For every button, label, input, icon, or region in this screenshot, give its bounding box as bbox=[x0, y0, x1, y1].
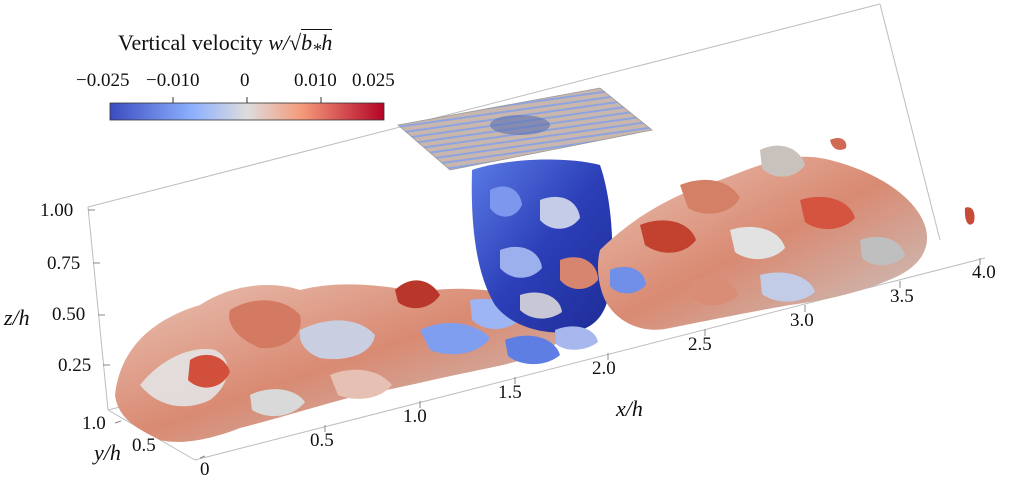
x-tick-label: 3.0 bbox=[790, 310, 814, 331]
colorbar-tick-label: −0.010 bbox=[146, 70, 200, 91]
x-axis-title: x/h bbox=[616, 396, 643, 421]
y-tick-label: 0 bbox=[200, 459, 210, 480]
y-axis-title: y/h bbox=[94, 440, 121, 465]
z-axis-title: z/h bbox=[4, 305, 30, 330]
colorbar-tick-label: 0.010 bbox=[294, 70, 337, 91]
colorbar-title: Vertical velocity w/√b*h bbox=[118, 29, 333, 60]
x-tick-label: 4.0 bbox=[972, 262, 996, 283]
y-tick-label: 1.0 bbox=[82, 413, 106, 434]
z-tick-label: 0.50 bbox=[52, 304, 86, 325]
z-tick-label: 0.25 bbox=[58, 355, 92, 376]
x-tick-label: 1.5 bbox=[498, 382, 522, 403]
colorbar-tick-label: 0 bbox=[240, 70, 250, 91]
x-tick-label: 0.5 bbox=[310, 430, 334, 451]
z-tick-label: 0.75 bbox=[47, 253, 81, 274]
x-tick-label: 1.0 bbox=[403, 406, 427, 427]
isosurface-right-region bbox=[555, 137, 975, 350]
y-tick-label: 0.5 bbox=[132, 435, 156, 456]
x-tick-label: 2.5 bbox=[688, 334, 712, 355]
x-tick-label: 2.0 bbox=[592, 358, 616, 379]
colorbar bbox=[109, 97, 385, 121]
isosurface-plume bbox=[471, 159, 613, 333]
isosurface-left-region bbox=[115, 280, 560, 442]
colorbar-tick-label: 0.025 bbox=[352, 70, 395, 91]
top-slice-plane bbox=[397, 87, 653, 171]
z-tick-label: 1.00 bbox=[40, 200, 74, 221]
colorbar-tick-label: −0.025 bbox=[76, 70, 130, 91]
x-tick-label: 3.5 bbox=[890, 286, 914, 307]
